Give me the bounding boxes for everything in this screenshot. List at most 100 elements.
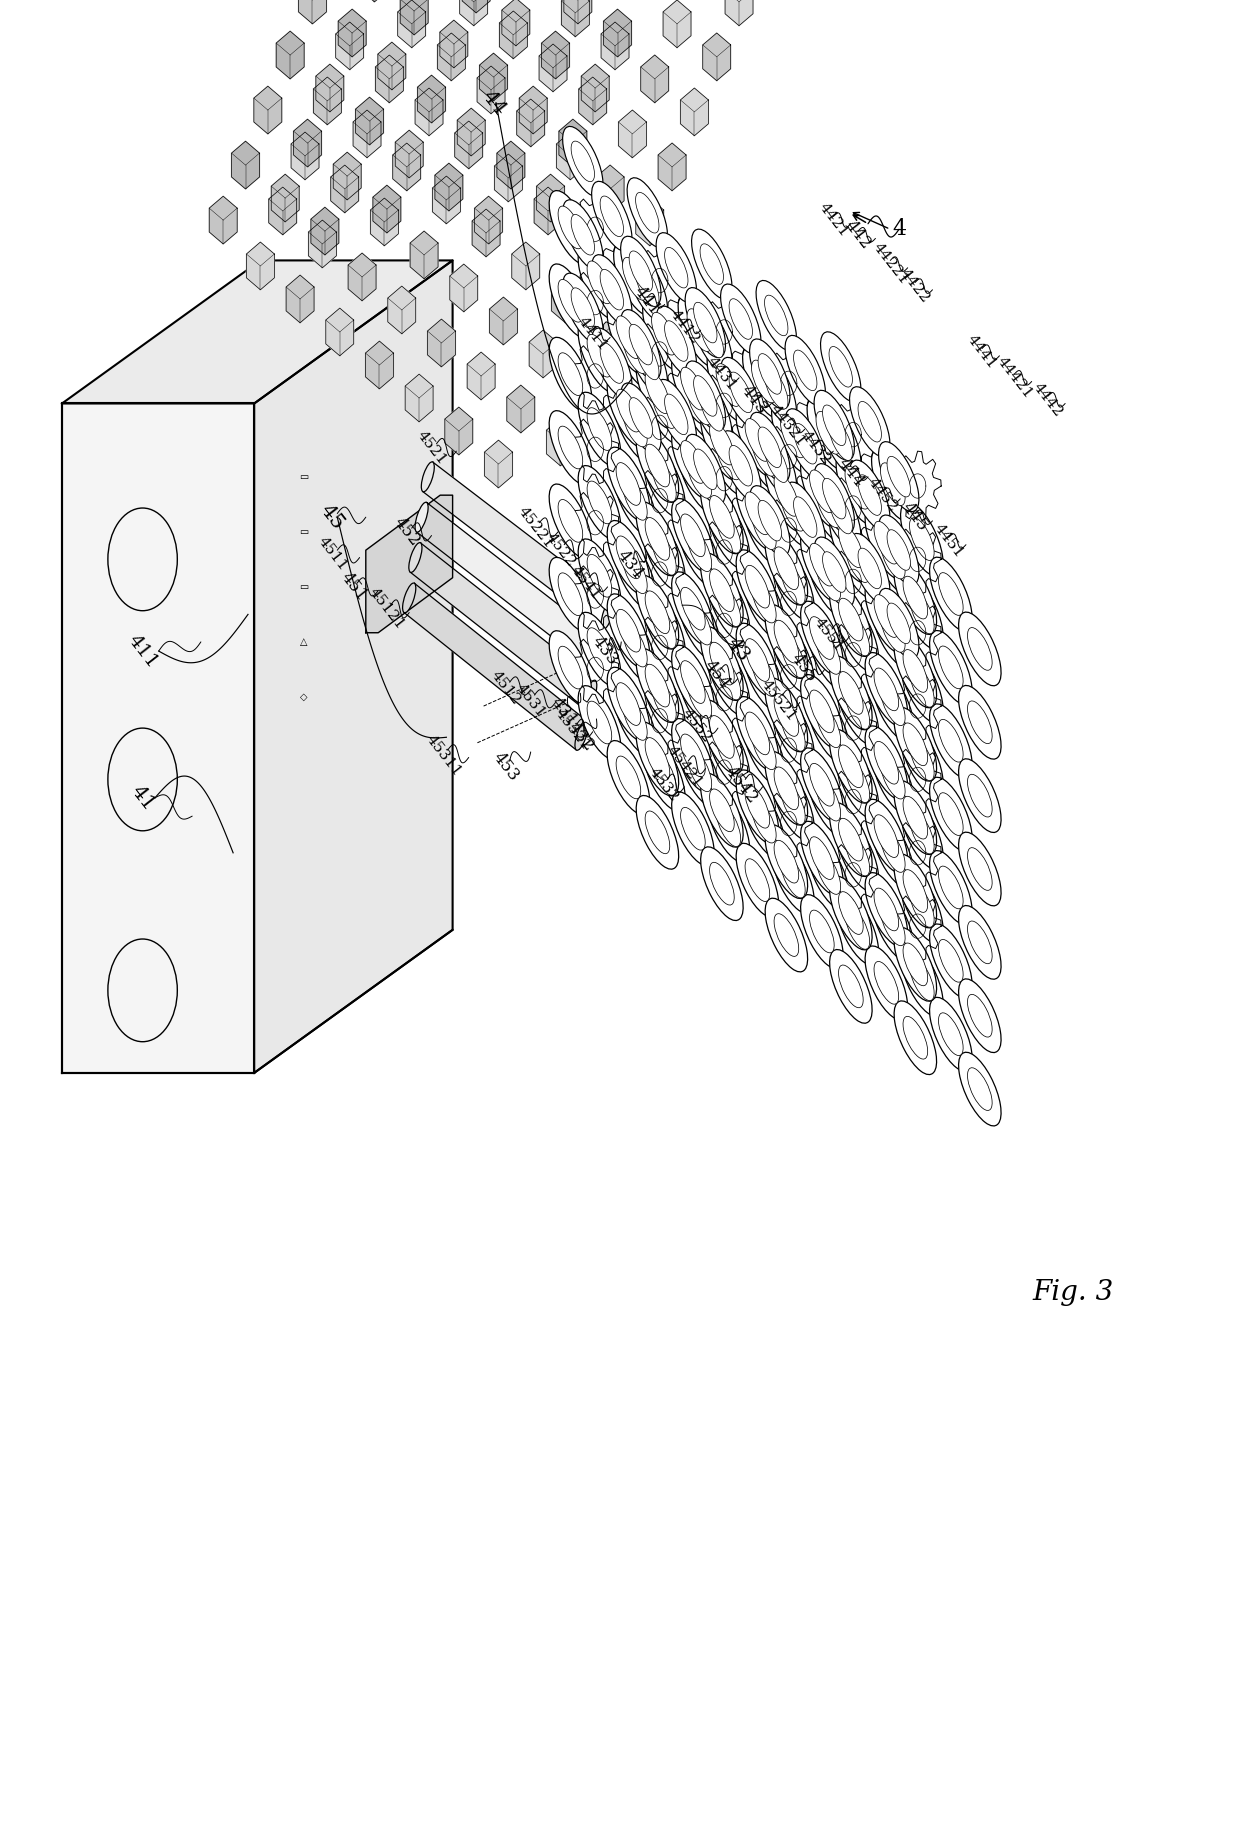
Ellipse shape xyxy=(572,288,594,328)
Ellipse shape xyxy=(771,767,815,840)
Ellipse shape xyxy=(549,411,591,484)
Ellipse shape xyxy=(836,745,879,818)
Polygon shape xyxy=(361,0,388,2)
Ellipse shape xyxy=(903,1016,928,1058)
Polygon shape xyxy=(336,22,363,70)
Ellipse shape xyxy=(616,682,641,726)
Ellipse shape xyxy=(872,668,914,741)
Ellipse shape xyxy=(651,312,676,356)
Polygon shape xyxy=(373,185,401,233)
Ellipse shape xyxy=(687,308,712,352)
Polygon shape xyxy=(830,473,877,543)
Ellipse shape xyxy=(627,251,667,321)
Ellipse shape xyxy=(701,244,723,284)
Ellipse shape xyxy=(558,352,583,396)
Ellipse shape xyxy=(701,481,743,554)
Polygon shape xyxy=(572,561,619,631)
Ellipse shape xyxy=(874,594,899,638)
Ellipse shape xyxy=(600,343,624,383)
Text: 431: 431 xyxy=(548,693,580,730)
Ellipse shape xyxy=(715,657,740,701)
Ellipse shape xyxy=(621,383,661,453)
Ellipse shape xyxy=(636,649,678,723)
Ellipse shape xyxy=(872,594,914,668)
Ellipse shape xyxy=(645,517,670,559)
Ellipse shape xyxy=(558,279,583,323)
Ellipse shape xyxy=(578,246,621,319)
Ellipse shape xyxy=(622,550,647,594)
Ellipse shape xyxy=(774,693,799,735)
Text: 45521: 45521 xyxy=(759,677,799,724)
Ellipse shape xyxy=(709,569,734,611)
Polygon shape xyxy=(497,141,525,189)
Ellipse shape xyxy=(836,451,879,525)
Text: 4421: 4421 xyxy=(816,200,851,240)
Ellipse shape xyxy=(780,488,805,532)
Polygon shape xyxy=(316,64,343,112)
Ellipse shape xyxy=(874,888,899,932)
Polygon shape xyxy=(405,374,433,422)
Ellipse shape xyxy=(836,598,879,671)
Ellipse shape xyxy=(672,646,714,719)
Ellipse shape xyxy=(785,409,826,479)
Ellipse shape xyxy=(693,376,717,416)
Text: 452: 452 xyxy=(391,514,423,550)
Ellipse shape xyxy=(967,627,992,669)
Text: 4: 4 xyxy=(892,218,906,240)
Ellipse shape xyxy=(681,734,706,778)
Ellipse shape xyxy=(549,337,591,411)
Ellipse shape xyxy=(838,745,863,787)
Text: 451: 451 xyxy=(337,569,370,605)
Text: 44321: 44321 xyxy=(766,402,808,449)
Ellipse shape xyxy=(616,315,641,359)
Ellipse shape xyxy=(830,347,852,387)
Ellipse shape xyxy=(765,369,787,409)
Ellipse shape xyxy=(750,413,790,482)
Ellipse shape xyxy=(959,1053,1001,1126)
Ellipse shape xyxy=(801,528,843,602)
Polygon shape xyxy=(703,33,730,81)
Ellipse shape xyxy=(900,869,944,943)
Ellipse shape xyxy=(810,616,835,660)
Ellipse shape xyxy=(622,477,647,521)
Polygon shape xyxy=(663,0,691,48)
Text: 4452: 4452 xyxy=(866,475,900,515)
Ellipse shape xyxy=(701,391,723,431)
Ellipse shape xyxy=(709,422,734,464)
Ellipse shape xyxy=(822,552,846,592)
Ellipse shape xyxy=(743,418,785,492)
Ellipse shape xyxy=(715,363,740,407)
Ellipse shape xyxy=(622,257,647,301)
Ellipse shape xyxy=(729,372,753,413)
Ellipse shape xyxy=(815,391,854,460)
Ellipse shape xyxy=(959,613,1001,686)
Ellipse shape xyxy=(672,352,714,425)
Ellipse shape xyxy=(572,141,594,182)
Text: 453: 453 xyxy=(490,748,522,785)
Ellipse shape xyxy=(903,576,928,618)
Ellipse shape xyxy=(872,741,914,814)
Ellipse shape xyxy=(678,587,720,660)
Ellipse shape xyxy=(629,398,652,438)
Ellipse shape xyxy=(558,572,583,616)
Polygon shape xyxy=(472,209,500,257)
Ellipse shape xyxy=(794,497,817,537)
Ellipse shape xyxy=(887,603,910,644)
Ellipse shape xyxy=(844,539,869,583)
Ellipse shape xyxy=(894,708,936,781)
Ellipse shape xyxy=(830,950,872,1023)
Ellipse shape xyxy=(765,295,787,336)
Ellipse shape xyxy=(737,770,779,844)
Ellipse shape xyxy=(844,833,869,877)
Ellipse shape xyxy=(887,457,910,497)
Polygon shape xyxy=(62,403,254,1073)
Ellipse shape xyxy=(849,460,890,530)
Ellipse shape xyxy=(601,600,614,629)
Ellipse shape xyxy=(572,215,594,255)
Ellipse shape xyxy=(651,385,676,429)
Ellipse shape xyxy=(967,774,992,816)
Ellipse shape xyxy=(807,616,849,690)
Polygon shape xyxy=(475,196,502,244)
Ellipse shape xyxy=(880,829,905,873)
Ellipse shape xyxy=(810,690,835,734)
